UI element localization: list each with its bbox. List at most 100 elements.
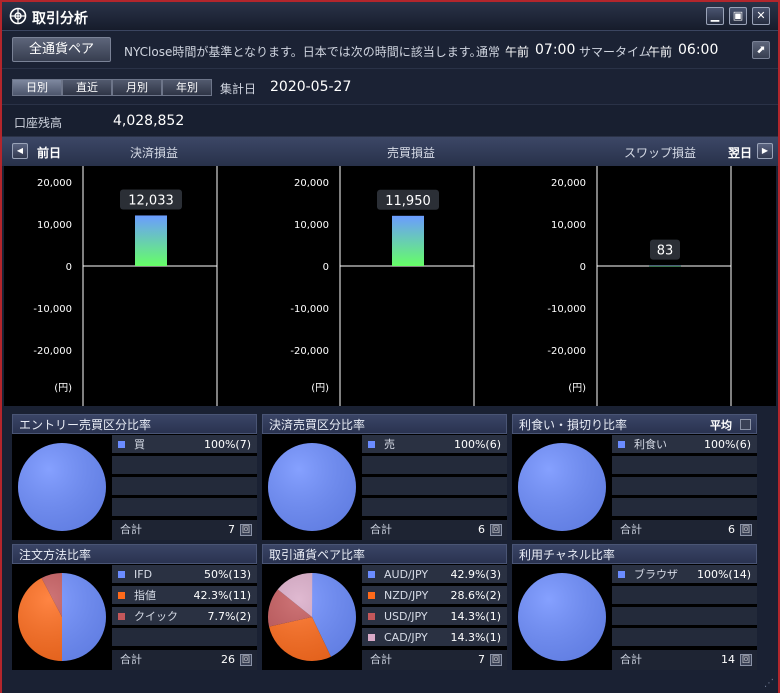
average-checkbox[interactable] [740,419,751,430]
popout-button[interactable]: ⬈ [752,41,770,59]
title-bar[interactable]: 取引分析 ▁ ▣ ✕ [2,2,778,31]
legend-row: AUD/JPY 42.9%(3) [362,565,507,584]
y-tick-label: -20,000 [547,346,586,357]
legend-row: CAD/JPY 14.3%(1) [362,628,507,647]
y-tick-label: -20,000 [290,346,329,357]
legend-row: IFD 50%(13) [112,565,257,584]
exit-side-panel: 決済売買区分比率売 100%(6) 合計 6 回 [262,414,507,540]
resize-grip-icon[interactable]: ⋰ [764,678,774,689]
legend-row-empty [612,607,757,626]
unit-label: (円) [568,383,586,394]
col-settlement: 決済損益 [130,146,179,160]
tab-monthly[interactable]: 月別 [112,79,162,96]
legend-name: 買 [134,438,145,451]
data-label-bg [377,189,439,210]
maximize-button[interactable]: ▣ [729,7,747,25]
balance-label: 口座残高 [14,116,63,130]
close-button[interactable]: ✕ [752,7,770,25]
currency-pair-panel: 取引通貨ペア比率 AUD/JPY 42.9%(3) NZD/JPY 28.6%(2) US… [262,544,507,670]
total-value: 14 [721,653,735,666]
panel-legend: 売 100%(6) 合計 6 回 [362,434,507,540]
all-pairs-button[interactable]: 全通貨ペア [12,37,111,62]
legend-row-empty [612,477,757,496]
legend-row: 利食い 100%(6) [612,435,757,454]
legend-row: NZD/JPY 28.6%(2) [362,586,507,605]
pnl-charts-svg: 20,00010,0000-10,000-20,000(円)12,03320,0… [33,166,732,406]
total-value: 6 [728,523,735,536]
unit-label: (円) [311,383,329,394]
y-tick-label: -10,000 [547,304,586,315]
pie-shade [18,573,106,661]
total-label: 合計 [370,523,392,536]
legend-total: 合計 6 回 [612,520,757,540]
next-day-label[interactable]: 翌日 [728,146,753,160]
panel-title: 利食い・損切り比率 [512,414,757,434]
pie-chart [518,573,606,661]
panel-legend: 買 100%(7) 合計 7 回 [112,434,257,540]
total-label: 合計 [120,523,142,536]
next-day-button[interactable]: ▶ [757,143,773,159]
legend-value: 42.3%(11) [193,589,251,602]
balance-row: 口座残高 4,028,852 [2,105,778,137]
app-icon [9,7,27,25]
total-value: 7 [478,653,485,666]
tab-daily[interactable]: 日別 [12,79,62,96]
total-unit-icon: 回 [740,524,752,536]
legend-swatch [368,634,375,641]
legend-value: 100%(6) [453,438,501,451]
bar [392,215,424,266]
y-tick-label: 20,000 [551,178,586,189]
tab-yearly[interactable]: 年別 [162,79,212,96]
legend-name: 利食い [634,438,667,451]
legend-row-empty [362,477,507,496]
legend-row-empty [612,456,757,475]
legend-row-empty [612,586,757,605]
legend-name: IFD [134,568,153,581]
legend-row-empty [112,628,257,647]
legend-value: 100%(7) [203,438,251,451]
tab-recent[interactable]: 直近 [62,79,112,96]
total-unit-icon: 回 [490,654,502,666]
data-label: 12,033 [128,193,174,208]
total-unit-icon: 回 [240,524,252,536]
summer-time: 06:00 [678,42,719,58]
summer-label: サマータイム [579,45,651,59]
date-value: 2020-05-27 [270,79,352,95]
prev-day-label[interactable]: 前日 [37,146,62,160]
legend-value: 42.9%(3) [450,568,501,581]
bar [649,265,681,267]
legend-swatch [368,613,375,620]
status-bar: ⋰ [2,676,778,693]
y-tick-label: 0 [66,262,72,273]
legend-name: CAD/JPY [384,631,428,644]
legend-swatch [368,592,375,599]
external-link-icon: ⬈ [756,43,766,56]
col-swap: スワップ損益 [624,146,697,160]
legend-row-empty [112,456,257,475]
normal-label: 通常 [476,45,501,59]
panel-body: 売 100%(6) 合計 6 回 [262,434,507,540]
prev-day-button[interactable]: ◀ [12,143,28,159]
legend-swatch [118,592,125,599]
panel-body: 買 100%(7) 合計 7 回 [12,434,257,540]
legend-row-empty [612,498,757,517]
legend-name: クイック [134,610,178,623]
panel-legend: 利食い 100%(6) 合計 6 回 [612,434,757,540]
legend-total: 合計 26 回 [112,650,257,670]
legend-total: 合計 6 回 [362,520,507,540]
legend-name: NZD/JPY [384,589,429,602]
panel-title: 取引通貨ペア比率 [262,544,507,564]
channel-panel: 利用チャネル比率 ブラウザ 100%(14) 合計 14 回 [512,544,757,670]
toolbar: 全通貨ペア NYClose時間が基準となります。日本では次の時間に該当します。 … [2,31,778,69]
panel-title: 決済売買区分比率 [262,414,507,434]
pie-shade [18,443,106,531]
y-tick-label: -10,000 [290,304,329,315]
caret-right-icon: ▶ [761,146,769,155]
legend-swatch [118,571,125,578]
legend-row-empty [362,456,507,475]
legend-name: AUD/JPY [384,568,429,581]
minimize-button[interactable]: ▁ [706,7,724,25]
legend-row-empty [112,498,257,517]
total-value: 7 [228,523,235,536]
